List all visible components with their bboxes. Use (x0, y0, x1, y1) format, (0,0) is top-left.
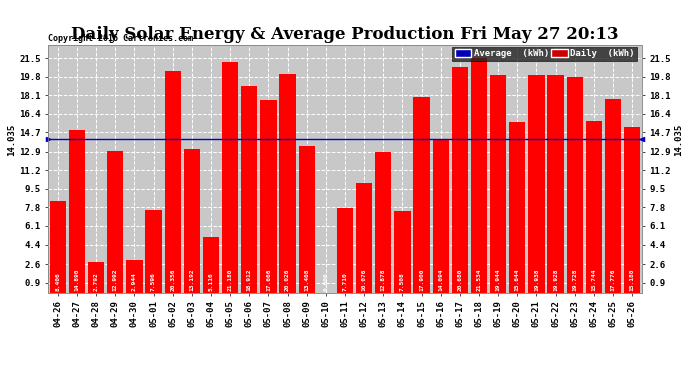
Bar (69, 130, 85, 292)
Bar (471, 58, 487, 292)
Text: 17.900: 17.900 (419, 268, 424, 291)
Text: 15.180: 15.180 (630, 268, 635, 291)
Text: 19.944: 19.944 (495, 268, 501, 291)
Bar (107, 151, 124, 292)
Text: 21.534: 21.534 (477, 268, 482, 291)
Bar (299, 146, 315, 292)
Bar (375, 152, 391, 292)
Text: 19.728: 19.728 (572, 268, 578, 291)
Text: Copyright 2016 Cartronics.com: Copyright 2016 Cartronics.com (48, 33, 193, 42)
Bar (586, 121, 602, 292)
Bar (605, 99, 621, 292)
Bar (222, 62, 238, 292)
Text: 20.026: 20.026 (285, 268, 290, 291)
Text: 17.666: 17.666 (266, 268, 271, 291)
Bar (337, 209, 353, 292)
Bar (509, 122, 525, 292)
Text: 2.944: 2.944 (132, 272, 137, 291)
Bar (490, 75, 506, 292)
Text: 18.912: 18.912 (247, 268, 252, 291)
Title: Daily Solar Energy & Average Production Fri May 27 20:13: Daily Solar Energy & Average Production … (71, 27, 619, 44)
Text: 15.644: 15.644 (515, 268, 520, 291)
Text: 14.094: 14.094 (438, 268, 443, 291)
Bar (529, 75, 544, 292)
Text: 5.116: 5.116 (208, 272, 213, 291)
Text: 2.792: 2.792 (94, 272, 99, 291)
Bar (279, 74, 296, 292)
Text: 20.356: 20.356 (170, 268, 175, 291)
Bar (50, 201, 66, 292)
Bar (356, 183, 373, 292)
Bar (624, 127, 640, 292)
Text: 19.928: 19.928 (553, 268, 558, 291)
Bar (566, 77, 583, 292)
Bar (203, 237, 219, 292)
Bar (146, 210, 161, 292)
Text: 14.890: 14.890 (75, 268, 79, 291)
Text: 0.000: 0.000 (324, 272, 328, 291)
Text: 14.035: 14.035 (7, 123, 16, 156)
Text: 20.680: 20.680 (457, 268, 462, 291)
Legend: Average  (kWh), Daily  (kWh): Average (kWh), Daily (kWh) (453, 47, 637, 60)
Text: 7.508: 7.508 (400, 272, 405, 291)
Text: 12.878: 12.878 (381, 268, 386, 291)
Text: 13.408: 13.408 (304, 268, 309, 291)
Bar (88, 262, 104, 292)
Bar (260, 100, 277, 292)
Text: 21.180: 21.180 (228, 268, 233, 291)
Bar (241, 86, 257, 292)
Text: 7.710: 7.710 (342, 272, 348, 291)
Text: 19.938: 19.938 (534, 268, 539, 291)
Bar (126, 260, 143, 292)
Bar (547, 75, 564, 292)
Text: 12.992: 12.992 (112, 268, 118, 291)
Text: 15.744: 15.744 (591, 268, 596, 291)
Text: 13.192: 13.192 (189, 268, 195, 291)
Bar (413, 98, 430, 292)
Text: 17.776: 17.776 (611, 268, 615, 291)
Text: 14.035: 14.035 (674, 123, 683, 156)
Bar (165, 70, 181, 292)
Bar (452, 67, 468, 292)
Text: 10.076: 10.076 (362, 268, 366, 291)
Bar (184, 148, 200, 292)
Bar (433, 139, 449, 292)
Bar (394, 211, 411, 292)
Text: 8.406: 8.406 (55, 272, 60, 291)
Text: 7.596: 7.596 (151, 272, 156, 291)
